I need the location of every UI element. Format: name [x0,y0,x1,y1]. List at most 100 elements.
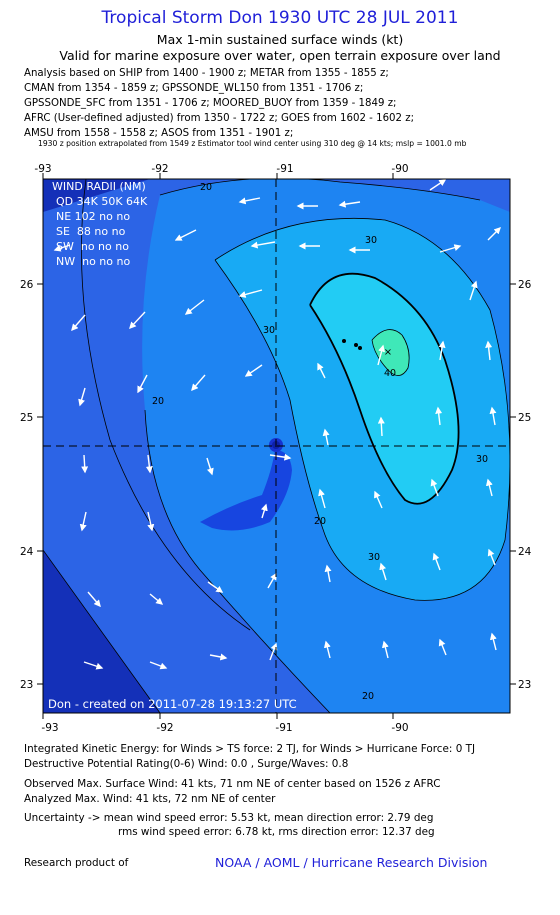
wind-arrow [485,478,493,497]
uncertainty-rms-text: rms wind speed error: 6.78 kt, rms direc… [118,826,435,838]
wind-arrow [145,454,153,474]
wind-arrow [489,632,497,651]
lat-tick-right: 26 [518,279,532,291]
ike-text: Integrated Kinetic Energy: for Winds > T… [24,743,476,755]
observation-dot [342,339,346,343]
wind-arrow [489,406,497,426]
wind-arrow [129,311,146,330]
inner-low-wind-lobe [200,450,292,531]
wind-arrow [244,364,263,377]
dpr-text: Destructive Potential Rating(0-6) Wind: … [24,758,349,770]
wind-arrow [174,229,197,241]
wind-arrow [485,340,493,361]
noaa-credit: NOAA / AOML / Hurricane Research Divisio… [215,855,488,870]
wind-radii-row-ne: NE 102 no no [56,210,130,223]
lat-tick-left: 25 [20,412,33,424]
wind-arrow [487,227,501,241]
axis-ticks [37,173,516,719]
analyzed-max-text: Analyzed Max. Wind: 41 kts, 72 nm NE of … [24,793,276,805]
contour-label: 20 [362,691,374,702]
wind-arrow [149,661,168,670]
analysis-line: CMAN from 1354 - 1859 z; GPSSONDE_WL150 … [24,83,364,94]
wind-arrow [137,374,148,394]
wind-arrow [432,552,441,571]
wind-field-map: × 20 20 30 30 40 30 30 20 20 WIND RADII … [20,163,532,734]
wind-arrow [430,478,439,497]
lon-tick-bottom: -91 [275,722,292,734]
wind-arrow [87,591,101,608]
contour-line-30 [214,217,510,601]
lon-tick-top: -93 [34,163,51,175]
lat-tick-right: 24 [518,546,532,558]
lat-tick-right: 25 [518,412,531,424]
wind-arrow [184,299,205,315]
contour-label: 20 [200,182,212,193]
analysis-line: GPSSONDE_SFC from 1351 - 1706 z; MOORED_… [24,98,397,109]
extrapolation-note: 1930 z position extrapolated from 1549 z… [38,139,467,148]
analysis-sources: Analysis based on SHIP from 1400 - 1900 … [24,66,414,141]
wind-arrow [439,244,462,253]
analysis-line: Analysis based on SHIP from 1400 - 1900 … [24,68,389,79]
wind-vectors [53,179,501,670]
contour-line-sw [43,549,161,713]
subtitle-exposure: Valid for marine exposure over water, op… [59,48,501,63]
core-max-region [372,329,410,376]
wind-arrow [438,638,447,656]
wind-arrow [269,642,278,661]
contour-line-40 [371,329,410,376]
wind-arrow [79,511,87,532]
lat-tick-right: 23 [518,679,531,691]
wind-arrow [377,416,385,437]
wind-arrow [322,428,330,446]
wind-arrow [317,362,326,379]
wind-radii-header: QD 34K 50K 64K [56,195,148,208]
wind-arrow [435,406,443,426]
uncertainty-mean-text: Uncertainty -> mean wind speed error: 5.… [24,812,434,824]
wind-arrow [147,511,155,532]
contour-line-outer-20 [81,179,251,631]
subtitle-max-winds: Max 1-min sustained surface winds (kt) [156,32,404,47]
contour-labels: 20 20 30 30 40 30 30 20 20 [152,182,488,702]
contour-line-34kt [309,272,460,505]
wind-arrow [238,197,261,205]
wind-radii-title: WIND RADII (NM) [52,180,146,193]
wind-arrow [206,457,214,476]
analysis-line: AFRC (User-defined adjusted) from 1350 -… [24,113,415,124]
wind-radii-table: WIND RADII (NM) QD 34K 50K 64K NE 102 no… [52,180,148,268]
lon-tick-bottom: -93 [41,722,58,734]
axis-labels: -93 -92 -91 -90 -93 -92 -91 -90 26 25 24… [20,163,532,734]
contour-label: 40 [384,368,396,379]
lon-tick-bottom: -92 [156,722,173,734]
wind-arrow [323,640,331,659]
observed-max-text: Observed Max. Surface Wind: 41 kts, 71 n… [24,778,441,790]
created-timestamp: Don - created on 2011-07-28 19:13:27 UTC [48,697,297,711]
wind-arrow [83,661,104,670]
wind-arrow [269,453,292,461]
page-title: Tropical Storm Don 1930 UTC 28 JUL 2011 [101,8,459,28]
observation-dot [354,343,358,347]
contour-label: 30 [365,235,377,246]
wind-arrow [261,503,268,519]
max-wind-marker: × [384,347,392,358]
wind-arrow [191,374,206,392]
wind-arrow [338,200,361,208]
wind-arrow [149,593,164,605]
wind-arrow [324,564,332,583]
observation-dot [358,346,362,350]
wind-arrow [238,289,263,298]
wind-arrow [78,387,86,407]
wind-radii-row-se: SE 88 no no [56,225,126,238]
wind-radii-row-sw: SW no no no [56,240,129,253]
contour-label: 30 [368,552,380,563]
wind-arrow [374,490,383,509]
lon-tick-top: -90 [391,163,408,175]
wind-arrow [379,562,387,581]
wind-arrow [377,344,385,366]
wind-arrow [250,241,276,249]
wind-arrow [438,340,446,361]
wind-arrow [429,179,447,191]
contour-label: 20 [314,516,326,527]
lon-tick-top: -91 [276,163,293,175]
contour-field: × 20 20 30 30 40 30 30 20 20 WIND RADII … [43,179,510,713]
research-product-label: Research product of [24,857,129,869]
